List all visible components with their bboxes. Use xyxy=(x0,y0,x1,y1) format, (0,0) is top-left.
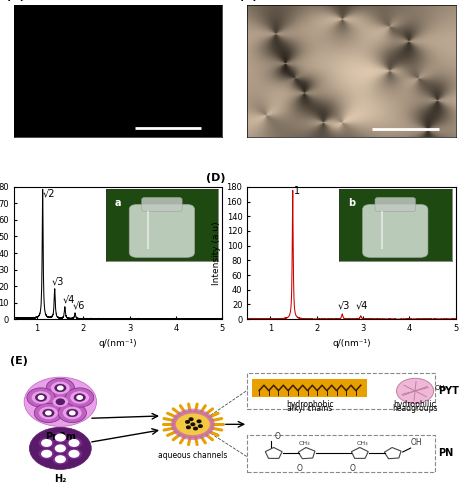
Circle shape xyxy=(66,388,94,407)
Circle shape xyxy=(63,406,82,420)
Circle shape xyxy=(34,404,62,422)
Circle shape xyxy=(77,396,82,400)
Y-axis label: Intensity (a.u): Intensity (a.u) xyxy=(212,221,221,285)
Circle shape xyxy=(53,396,68,407)
Text: (A): (A) xyxy=(6,0,25,1)
Text: 1: 1 xyxy=(293,186,300,196)
Circle shape xyxy=(43,409,54,417)
Text: hydrophobic: hydrophobic xyxy=(286,400,334,409)
FancyBboxPatch shape xyxy=(252,379,367,396)
FancyBboxPatch shape xyxy=(247,435,435,472)
Text: O: O xyxy=(297,464,303,473)
Text: hydrophilic: hydrophilic xyxy=(394,400,436,409)
Text: (D): (D) xyxy=(206,173,225,183)
Circle shape xyxy=(54,384,66,392)
Circle shape xyxy=(38,448,55,460)
Circle shape xyxy=(74,394,86,402)
Text: √3: √3 xyxy=(52,276,64,286)
X-axis label: q/(nm⁻¹): q/(nm⁻¹) xyxy=(332,338,371,347)
Text: CH₃: CH₃ xyxy=(299,441,311,446)
Text: O: O xyxy=(350,464,356,473)
Circle shape xyxy=(191,423,195,426)
Text: O: O xyxy=(274,432,280,442)
Circle shape xyxy=(70,411,75,415)
Circle shape xyxy=(197,420,201,422)
Text: √4: √4 xyxy=(63,294,75,304)
Circle shape xyxy=(55,456,65,462)
Text: headgroups: headgroups xyxy=(392,404,438,413)
Text: (E): (E) xyxy=(9,356,27,366)
Circle shape xyxy=(29,428,91,470)
Circle shape xyxy=(24,377,97,426)
Circle shape xyxy=(42,440,52,446)
Circle shape xyxy=(189,418,193,420)
X-axis label: q/(nm⁻¹): q/(nm⁻¹) xyxy=(99,338,138,347)
Text: alkyl chains: alkyl chains xyxy=(287,404,332,413)
Circle shape xyxy=(66,438,82,448)
Circle shape xyxy=(56,399,64,404)
Circle shape xyxy=(66,448,82,460)
Circle shape xyxy=(69,450,79,457)
Circle shape xyxy=(186,420,189,423)
Text: √2: √2 xyxy=(43,188,56,198)
Circle shape xyxy=(51,382,70,394)
Circle shape xyxy=(397,378,434,404)
Circle shape xyxy=(55,445,65,452)
Text: CH₃: CH₃ xyxy=(356,441,368,446)
Circle shape xyxy=(31,391,51,404)
Circle shape xyxy=(38,396,44,400)
Circle shape xyxy=(42,450,52,457)
Circle shape xyxy=(39,406,58,420)
Circle shape xyxy=(199,425,202,428)
Circle shape xyxy=(52,442,69,454)
Text: OH: OH xyxy=(411,438,422,447)
Circle shape xyxy=(58,386,63,390)
Circle shape xyxy=(69,440,79,446)
Circle shape xyxy=(46,378,74,398)
Text: PYT: PYT xyxy=(438,386,459,396)
Circle shape xyxy=(52,432,69,444)
Circle shape xyxy=(173,411,213,438)
Text: PN: PN xyxy=(438,448,454,458)
Text: √3: √3 xyxy=(338,300,350,310)
Circle shape xyxy=(27,388,55,407)
Text: H₂: H₂ xyxy=(54,474,66,484)
Circle shape xyxy=(55,434,65,441)
Circle shape xyxy=(52,454,69,465)
Text: aqueous channels: aqueous channels xyxy=(158,451,227,460)
Circle shape xyxy=(70,391,89,404)
Text: √6: √6 xyxy=(73,300,85,310)
Text: OH: OH xyxy=(435,385,445,391)
Text: Pn3m: Pn3m xyxy=(45,432,76,442)
FancyBboxPatch shape xyxy=(247,372,435,410)
Circle shape xyxy=(38,438,55,448)
Circle shape xyxy=(35,394,47,402)
Circle shape xyxy=(66,409,78,417)
Circle shape xyxy=(58,404,86,422)
Circle shape xyxy=(46,411,51,415)
Circle shape xyxy=(193,428,197,430)
Circle shape xyxy=(186,426,190,428)
Text: √4: √4 xyxy=(356,300,369,310)
Text: (B): (B) xyxy=(239,0,258,1)
